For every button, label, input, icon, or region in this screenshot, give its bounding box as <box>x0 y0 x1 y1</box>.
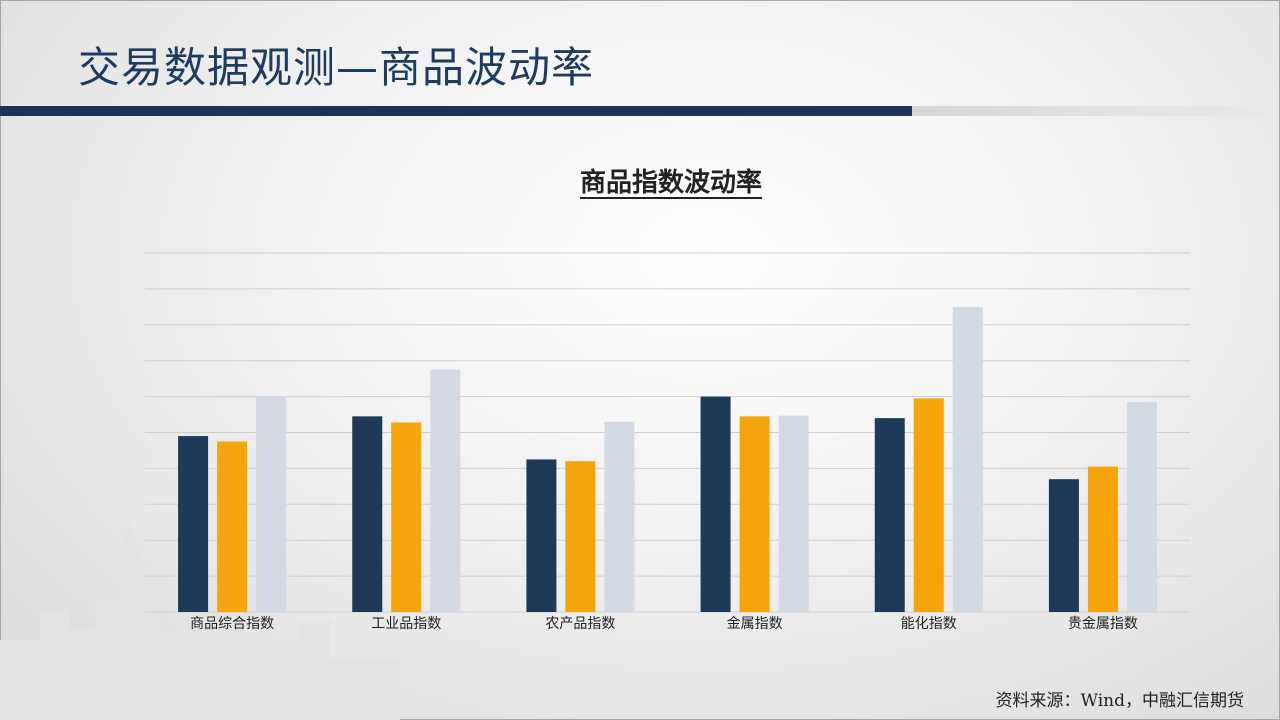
bar-series2-1 <box>217 441 248 612</box>
skyline-decoration <box>0 520 400 720</box>
bar-series3-2 <box>430 369 461 612</box>
category-label: 商品综合指数 <box>190 616 274 632</box>
category-label: 金属指数 <box>727 616 783 632</box>
bar-series1-2 <box>352 416 383 612</box>
bar-series2-4 <box>739 416 770 612</box>
category-label: 能化指数 <box>901 616 957 632</box>
background-decoration <box>0 520 400 720</box>
category-label: 农产品指数 <box>545 616 615 632</box>
bar-series2-2 <box>391 422 422 612</box>
bar-series2-6 <box>1087 466 1118 612</box>
source-note: 资料来源：Wind，中融汇信期货 <box>995 691 1244 711</box>
chart-gridlines <box>145 252 1190 613</box>
bar-series3-4 <box>778 415 809 612</box>
bar-series3-5 <box>952 306 983 612</box>
bar-series1-5 <box>874 418 905 612</box>
category-label: 贵金属指数 <box>1068 616 1138 632</box>
title-underline-bar <box>0 106 912 116</box>
bar-series1-3 <box>526 459 557 612</box>
bar-series1-1 <box>178 436 209 612</box>
chart-category-labels: 商品综合指数 工业品指数 农产品指数 金属指数 能化指数 贵金属指数 <box>190 616 1138 632</box>
bar-series1-6 <box>1048 479 1079 612</box>
chart-title: 商品指数波动率 <box>579 168 762 198</box>
category-label: 工业品指数 <box>371 616 441 632</box>
chart-bars <box>178 306 1157 612</box>
slide-title: 交易数据观测—商品波动率 <box>78 43 595 92</box>
bar-series3-1 <box>256 396 287 612</box>
title-bar-fade <box>912 106 1280 116</box>
bar-series2-5 <box>913 398 944 612</box>
bar-series1-4 <box>700 396 731 612</box>
bar-series2-3 <box>565 461 596 612</box>
bar-series3-3 <box>604 421 635 612</box>
bar-series3-6 <box>1126 401 1157 612</box>
